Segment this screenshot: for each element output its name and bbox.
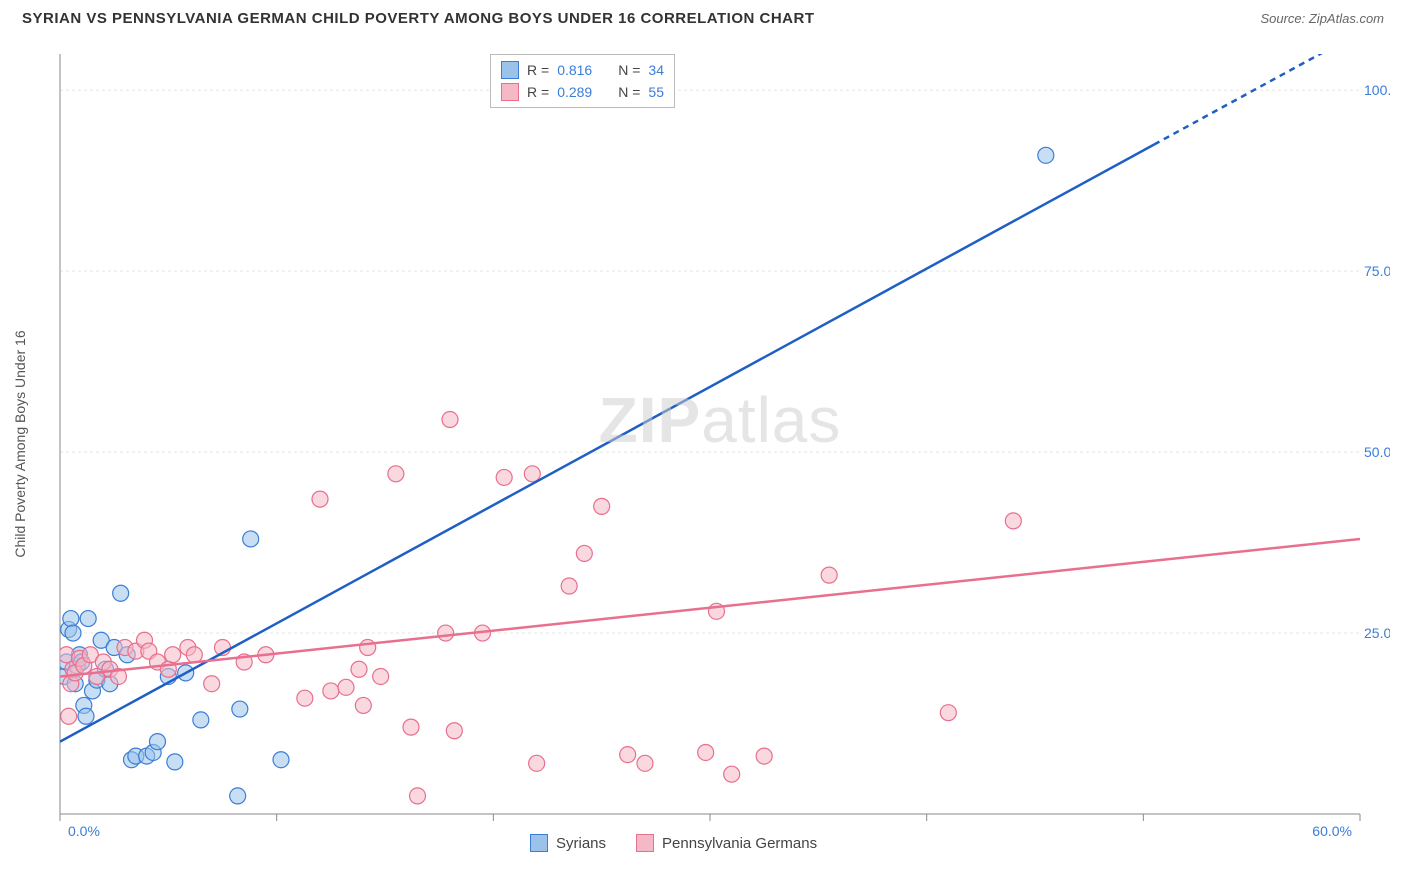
svg-text:0.0%: 0.0% xyxy=(68,823,100,839)
stats-row-syrians: R = 0.816 N = 34 xyxy=(501,59,664,81)
legend: Syrians Pennsylvania Germans xyxy=(530,834,817,852)
swatch-icon xyxy=(636,834,654,852)
stats-r-label: R = xyxy=(527,62,549,78)
source-label: Source: ZipAtlas.com xyxy=(1260,11,1384,26)
stats-box: R = 0.816 N = 34 R = 0.289 N = 55 xyxy=(490,54,675,108)
swatch-icon xyxy=(501,83,519,101)
chart-title: SYRIAN VS PENNSYLVANIA GERMAN CHILD POVE… xyxy=(22,10,815,27)
svg-text:75.0%: 75.0% xyxy=(1364,263,1390,279)
y-axis-label: Child Poverty Among Boys Under 16 xyxy=(12,330,28,557)
swatch-icon xyxy=(530,834,548,852)
legend-label: Pennsylvania Germans xyxy=(662,835,817,852)
chart-container: Child Poverty Among Boys Under 16 25.0%5… xyxy=(50,44,1390,844)
scatter-chart: 25.0% 50.0% 75.0% 100.0% 0.0% 60.0% xyxy=(50,44,1390,844)
stats-n-label: N = xyxy=(618,84,640,100)
stats-n-value: 34 xyxy=(648,62,664,78)
stats-r-value: 0.816 xyxy=(557,62,592,78)
swatch-icon xyxy=(501,61,519,79)
stats-n-value: 55 xyxy=(648,84,664,100)
svg-text:25.0%: 25.0% xyxy=(1364,625,1390,641)
stats-row-germans: R = 0.289 N = 55 xyxy=(501,81,664,103)
legend-item-germans: Pennsylvania Germans xyxy=(636,834,817,852)
stats-r-label: R = xyxy=(527,84,549,100)
svg-text:60.0%: 60.0% xyxy=(1312,823,1352,839)
stats-r-value: 0.289 xyxy=(557,84,592,100)
stats-n-label: N = xyxy=(618,62,640,78)
legend-item-syrians: Syrians xyxy=(530,834,606,852)
header: SYRIAN VS PENNSYLVANIA GERMAN CHILD POVE… xyxy=(0,0,1406,35)
svg-text:100.0%: 100.0% xyxy=(1364,82,1390,98)
legend-label: Syrians xyxy=(556,835,606,852)
svg-text:50.0%: 50.0% xyxy=(1364,444,1390,460)
